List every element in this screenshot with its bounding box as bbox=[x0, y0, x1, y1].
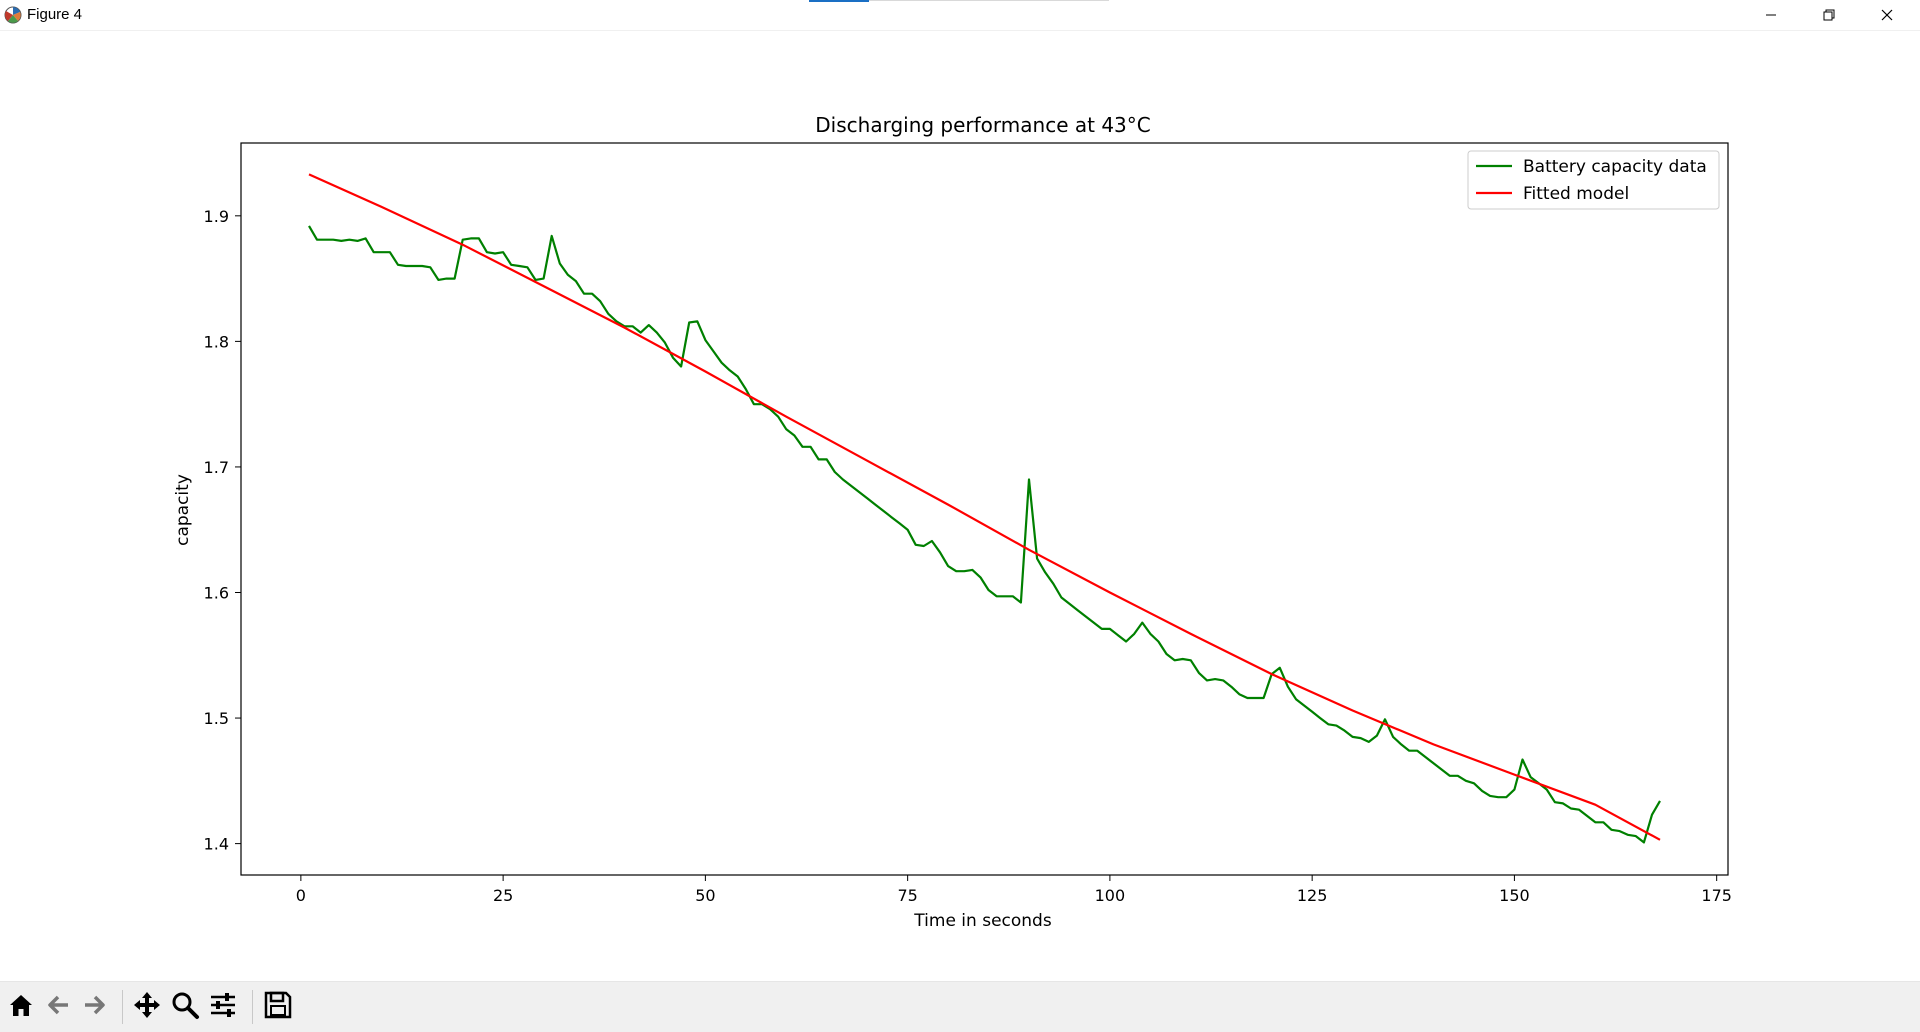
x-tick-label: 25 bbox=[493, 886, 513, 905]
window-title: Figure 4 bbox=[27, 6, 83, 23]
x-axis-label: Time in seconds bbox=[913, 911, 1052, 931]
save-button[interactable] bbox=[261, 990, 295, 1024]
zoom-button[interactable] bbox=[168, 990, 202, 1024]
fitted-model-line bbox=[308, 173, 1661, 841]
home-icon bbox=[7, 991, 35, 1023]
y-axis-label: capacity bbox=[173, 474, 193, 546]
minimize-icon bbox=[1765, 9, 1777, 21]
legend-box bbox=[1467, 150, 1720, 210]
x-tick-label: 175 bbox=[1701, 886, 1732, 905]
arrow-right-icon bbox=[81, 991, 109, 1023]
x-tick-label: 100 bbox=[1095, 886, 1126, 905]
y-tick-label: 1.5 bbox=[204, 709, 229, 728]
home-button[interactable] bbox=[4, 990, 38, 1024]
legend-label-battery: Battery capacity data bbox=[1523, 157, 1707, 177]
navigation-toolbar bbox=[0, 981, 1920, 1032]
configure-button[interactable] bbox=[206, 990, 240, 1024]
taskbar-indicator-track bbox=[869, 0, 1109, 1]
toolbar-separator bbox=[252, 990, 253, 1024]
y-tick-label: 1.8 bbox=[204, 332, 229, 351]
toolbar-separator bbox=[122, 990, 123, 1024]
legend-label-fitted: Fitted model bbox=[1523, 184, 1629, 204]
maximize-button[interactable] bbox=[1800, 0, 1858, 30]
line-chart: Discharging performance at 43°C Time in … bbox=[173, 113, 1732, 931]
legend: Battery capacity data Fitted model bbox=[1467, 150, 1720, 210]
move-icon bbox=[132, 990, 162, 1024]
close-icon bbox=[1881, 9, 1893, 21]
y-tick-label: 1.4 bbox=[204, 835, 229, 854]
matplotlib-icon bbox=[4, 6, 22, 24]
arrow-left-icon bbox=[44, 991, 72, 1023]
sliders-icon bbox=[208, 990, 238, 1024]
window-titlebar: Figure 4 bbox=[0, 0, 1920, 31]
axes-frame bbox=[240, 142, 1729, 876]
y-tick-label: 1.7 bbox=[204, 458, 229, 477]
x-tick-label: 75 bbox=[897, 886, 917, 905]
figure-canvas[interactable]: Discharging performance at 43°C Time in … bbox=[0, 31, 1920, 981]
x-tick-label: 150 bbox=[1499, 886, 1530, 905]
y-tick-label: 1.9 bbox=[204, 207, 229, 226]
x-tick-label: 50 bbox=[695, 886, 715, 905]
chart-title: Discharging performance at 43°C bbox=[815, 113, 1150, 137]
x-tick-label: 125 bbox=[1297, 886, 1328, 905]
pan-button[interactable] bbox=[130, 990, 164, 1024]
series-lines bbox=[308, 173, 1661, 844]
y-tick-label: 1.6 bbox=[204, 583, 229, 602]
close-button[interactable] bbox=[1858, 0, 1916, 30]
maximize-icon bbox=[1823, 9, 1835, 21]
floppy-icon bbox=[263, 990, 293, 1024]
battery-capacity-line bbox=[308, 225, 1661, 844]
back-button[interactable] bbox=[41, 990, 75, 1024]
axis-ticks: 0 25 50 75 100 125 150 175 1.4 1.5 1.6 1.7 1.8 1.9 bbox=[204, 207, 1732, 905]
magnifier-icon bbox=[170, 990, 200, 1024]
minimize-button[interactable] bbox=[1742, 0, 1800, 30]
forward-button[interactable] bbox=[78, 990, 112, 1024]
x-tick-label: 0 bbox=[296, 886, 306, 905]
taskbar-indicator bbox=[809, 0, 869, 2]
